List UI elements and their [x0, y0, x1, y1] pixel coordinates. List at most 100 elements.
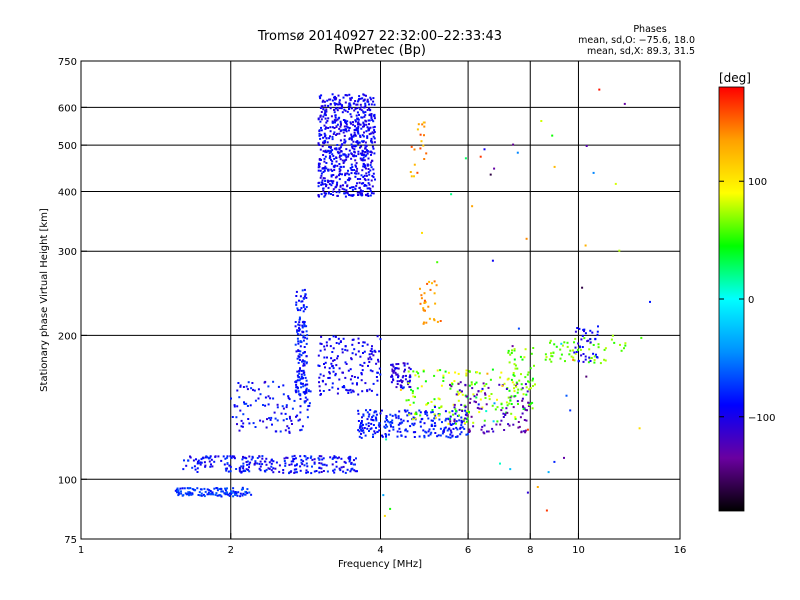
- data-point: [323, 100, 326, 103]
- data-point: [455, 410, 458, 413]
- data-point: [419, 420, 422, 423]
- data-point: [545, 356, 548, 359]
- data-point: [321, 458, 324, 461]
- data-point: [336, 164, 339, 167]
- data-point: [330, 168, 333, 171]
- data-point: [332, 359, 335, 362]
- data-point: [431, 411, 434, 413]
- data-point: [199, 488, 202, 491]
- data-point: [589, 360, 592, 362]
- data-point: [371, 350, 374, 353]
- data-point: [422, 370, 425, 373]
- data-point: [339, 146, 342, 149]
- data-point: [306, 383, 309, 386]
- data-point: [259, 460, 262, 463]
- data-point: [200, 494, 203, 497]
- data-point: [294, 457, 297, 460]
- data-point: [296, 379, 299, 382]
- data-point: [361, 169, 364, 172]
- data-point: [241, 494, 244, 497]
- data-point: [372, 414, 375, 417]
- data-point: [358, 95, 361, 98]
- data-point: [438, 406, 441, 409]
- data-point: [209, 492, 212, 495]
- data-point: [248, 422, 251, 425]
- data-point: [561, 344, 564, 347]
- data-point: [233, 456, 236, 459]
- data-point: [483, 148, 486, 151]
- data-point: [282, 469, 285, 471]
- data-point: [575, 351, 578, 353]
- data-point: [377, 360, 380, 363]
- data-point: [266, 418, 268, 421]
- data-point: [354, 119, 357, 122]
- data-point: [351, 188, 354, 191]
- data-point: [358, 191, 361, 194]
- data-point: [326, 99, 329, 102]
- data-point: [230, 397, 232, 400]
- data-point: [368, 388, 371, 391]
- data-point: [378, 425, 381, 428]
- data-point: [328, 137, 331, 140]
- data-point: [355, 144, 358, 147]
- data-point: [300, 386, 303, 389]
- data-point: [367, 119, 370, 122]
- data-point: [300, 373, 303, 376]
- data-point: [563, 341, 566, 344]
- data-point: [203, 487, 206, 490]
- data-point: [376, 335, 379, 338]
- data-point: [512, 143, 515, 146]
- data-point: [318, 165, 321, 168]
- data-point: [341, 159, 344, 162]
- data-point: [480, 428, 483, 431]
- data-point: [256, 462, 259, 465]
- data-point: [343, 125, 346, 128]
- data-point: [335, 342, 338, 344]
- data-point: [300, 382, 303, 385]
- data-point: [318, 462, 321, 465]
- data-point: [318, 129, 321, 132]
- data-point: [479, 155, 482, 158]
- data-point: [327, 181, 330, 183]
- data-point: [391, 370, 394, 373]
- data-point: [285, 418, 288, 420]
- data-point: [364, 155, 367, 158]
- data-point: [320, 133, 323, 136]
- data-point: [553, 165, 556, 168]
- data-point: [367, 168, 370, 170]
- data-point: [333, 456, 336, 459]
- data-point: [581, 346, 584, 348]
- data-point: [367, 171, 370, 174]
- data-point: [226, 462, 229, 465]
- data-point: [370, 422, 373, 425]
- data-point: [350, 186, 353, 189]
- data-point: [465, 369, 468, 372]
- data-point: [338, 101, 341, 104]
- data-point: [355, 165, 357, 168]
- data-point: [340, 466, 343, 469]
- data-point: [528, 402, 531, 405]
- data-point: [321, 100, 324, 103]
- data-point: [353, 459, 355, 462]
- data-point: [604, 359, 607, 362]
- data-point: [481, 425, 484, 428]
- data-point: [420, 140, 423, 143]
- grid-lines: [81, 61, 680, 539]
- data-point: [397, 376, 399, 379]
- data-point: [298, 359, 301, 361]
- data-point: [419, 414, 422, 417]
- data-point: [209, 455, 212, 458]
- data-point: [359, 425, 362, 428]
- data-point: [357, 376, 359, 379]
- data-point: [485, 410, 488, 413]
- data-point: [501, 406, 504, 409]
- data-point: [332, 456, 335, 459]
- data-point: [425, 321, 428, 324]
- data-point: [454, 422, 457, 425]
- data-point: [268, 467, 271, 470]
- data-point: [369, 108, 372, 111]
- data-point: [422, 322, 425, 325]
- data-point: [318, 466, 321, 469]
- data-point: [444, 426, 447, 429]
- data-point: [325, 137, 328, 140]
